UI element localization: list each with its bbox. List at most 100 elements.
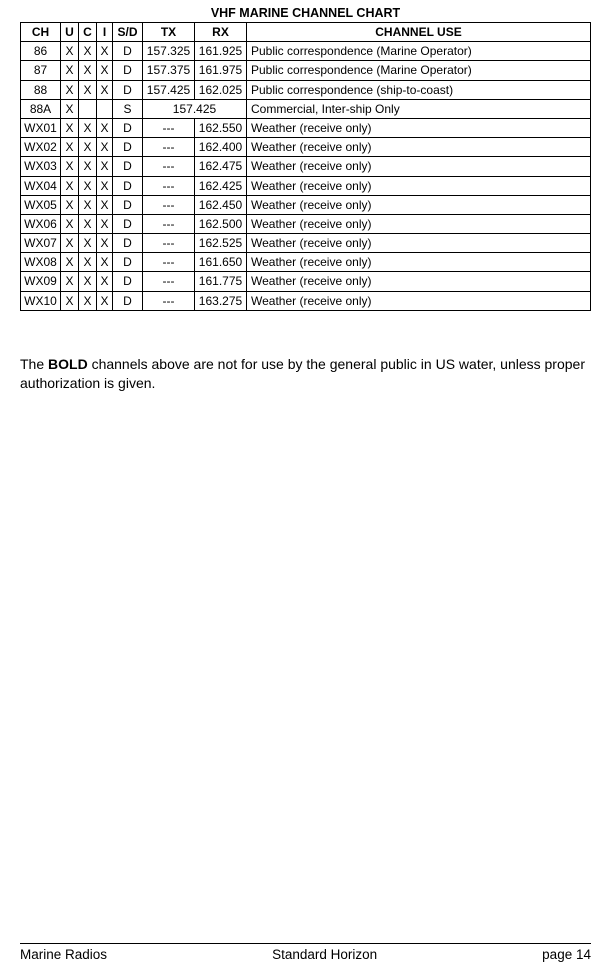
col-u: U [61, 23, 79, 42]
table-cell: 157.325 [143, 42, 195, 61]
table-cell: 157.375 [143, 61, 195, 80]
table-cell: --- [143, 234, 195, 253]
table-row: WX04XXXD---162.425Weather (receive only) [21, 176, 591, 195]
footer-left: Marine Radios [20, 947, 107, 962]
table-cell: Weather (receive only) [247, 138, 591, 157]
table-cell: D [113, 234, 143, 253]
table-cell: X [79, 138, 97, 157]
table-cell: X [61, 234, 79, 253]
chart-title: VHF MARINE CHANNEL CHART [20, 6, 591, 20]
table-cell: 157.425 [143, 80, 195, 99]
table-cell: X [97, 291, 113, 310]
table-cell [79, 99, 97, 118]
table-cell: X [97, 118, 113, 137]
table-cell: D [113, 118, 143, 137]
table-cell: X [97, 42, 113, 61]
table-cell: D [113, 61, 143, 80]
note-bold-word: BOLD [48, 356, 88, 372]
table-row: WX07XXXD---162.525Weather (receive only) [21, 234, 591, 253]
table-cell: X [61, 176, 79, 195]
table-cell: 88 [21, 80, 61, 99]
table-cell: Public correspondence (Marine Operator) [247, 42, 591, 61]
page-footer: Marine Radios Standard Horizon page 14 [20, 943, 591, 962]
table-cell: 162.475 [195, 157, 247, 176]
channel-chart-table: CH U C I S/D TX RX CHANNEL USE 86XXXD157… [20, 22, 591, 311]
table-cell: X [61, 61, 79, 80]
table-cell: X [97, 195, 113, 214]
table-cell: 162.450 [195, 195, 247, 214]
table-cell: X [61, 291, 79, 310]
table-cell [97, 99, 113, 118]
table-cell: 88A [21, 99, 61, 118]
table-cell: 161.650 [195, 253, 247, 272]
table-cell: 161.775 [195, 272, 247, 291]
table-cell: X [61, 118, 79, 137]
table-cell: X [61, 42, 79, 61]
table-cell: Weather (receive only) [247, 195, 591, 214]
table-cell: WX02 [21, 138, 61, 157]
table-cell: 162.400 [195, 138, 247, 157]
table-row: WX01XXXD---162.550Weather (receive only) [21, 118, 591, 137]
table-row: 86XXXD157.325161.925Public correspondenc… [21, 42, 591, 61]
table-cell: --- [143, 138, 195, 157]
table-cell: X [61, 99, 79, 118]
table-cell: WX08 [21, 253, 61, 272]
col-ch: CH [21, 23, 61, 42]
table-cell: D [113, 138, 143, 157]
table-cell: 162.025 [195, 80, 247, 99]
table-cell: X [79, 80, 97, 99]
table-cell: X [61, 253, 79, 272]
table-cell: X [79, 214, 97, 233]
table-cell: X [61, 272, 79, 291]
table-cell: Weather (receive only) [247, 118, 591, 137]
table-cell: 161.925 [195, 42, 247, 61]
table-cell: 162.525 [195, 234, 247, 253]
table-cell: 163.275 [195, 291, 247, 310]
col-i: I [97, 23, 113, 42]
table-cell: X [97, 176, 113, 195]
table-row: WX05XXXD---162.450Weather (receive only) [21, 195, 591, 214]
table-cell: --- [143, 291, 195, 310]
table-cell: X [79, 195, 97, 214]
table-row: WX09XXXD---161.775Weather (receive only) [21, 272, 591, 291]
table-cell: --- [143, 253, 195, 272]
table-cell: D [113, 272, 143, 291]
footer-center: Standard Horizon [272, 947, 377, 962]
table-row: WX10XXXD---163.275Weather (receive only) [21, 291, 591, 310]
table-cell: X [61, 195, 79, 214]
table-cell: X [97, 80, 113, 99]
table-row: 88XXXD157.425162.025Public correspondenc… [21, 80, 591, 99]
table-row: WX06XXXD---162.500Weather (receive only) [21, 214, 591, 233]
table-cell: WX07 [21, 234, 61, 253]
table-cell: Public correspondence (Marine Operator) [247, 61, 591, 80]
table-cell: WX04 [21, 176, 61, 195]
table-row: WX08XXXD---161.650Weather (receive only) [21, 253, 591, 272]
table-cell: Weather (receive only) [247, 272, 591, 291]
table-cell: --- [143, 195, 195, 214]
table-cell: X [79, 118, 97, 137]
table-cell: X [97, 157, 113, 176]
table-cell: --- [143, 214, 195, 233]
table-cell: WX06 [21, 214, 61, 233]
table-cell: D [113, 291, 143, 310]
table-row: WX03XXXD---162.475Weather (receive only) [21, 157, 591, 176]
table-cell: Weather (receive only) [247, 157, 591, 176]
table-cell: D [113, 42, 143, 61]
table-cell: --- [143, 157, 195, 176]
table-cell: X [97, 272, 113, 291]
table-cell: X [79, 291, 97, 310]
note-text-before: The [20, 356, 48, 372]
table-cell: --- [143, 118, 195, 137]
table-cell: D [113, 157, 143, 176]
col-tx: TX [143, 23, 195, 42]
table-cell: D [113, 214, 143, 233]
table-cell: X [61, 138, 79, 157]
table-cell: Weather (receive only) [247, 234, 591, 253]
col-c: C [79, 23, 97, 42]
table-row: WX02XXXD---162.400Weather (receive only) [21, 138, 591, 157]
table-cell: D [113, 176, 143, 195]
table-cell: D [113, 195, 143, 214]
table-cell: WX01 [21, 118, 61, 137]
table-cell: X [79, 272, 97, 291]
table-cell: X [97, 234, 113, 253]
